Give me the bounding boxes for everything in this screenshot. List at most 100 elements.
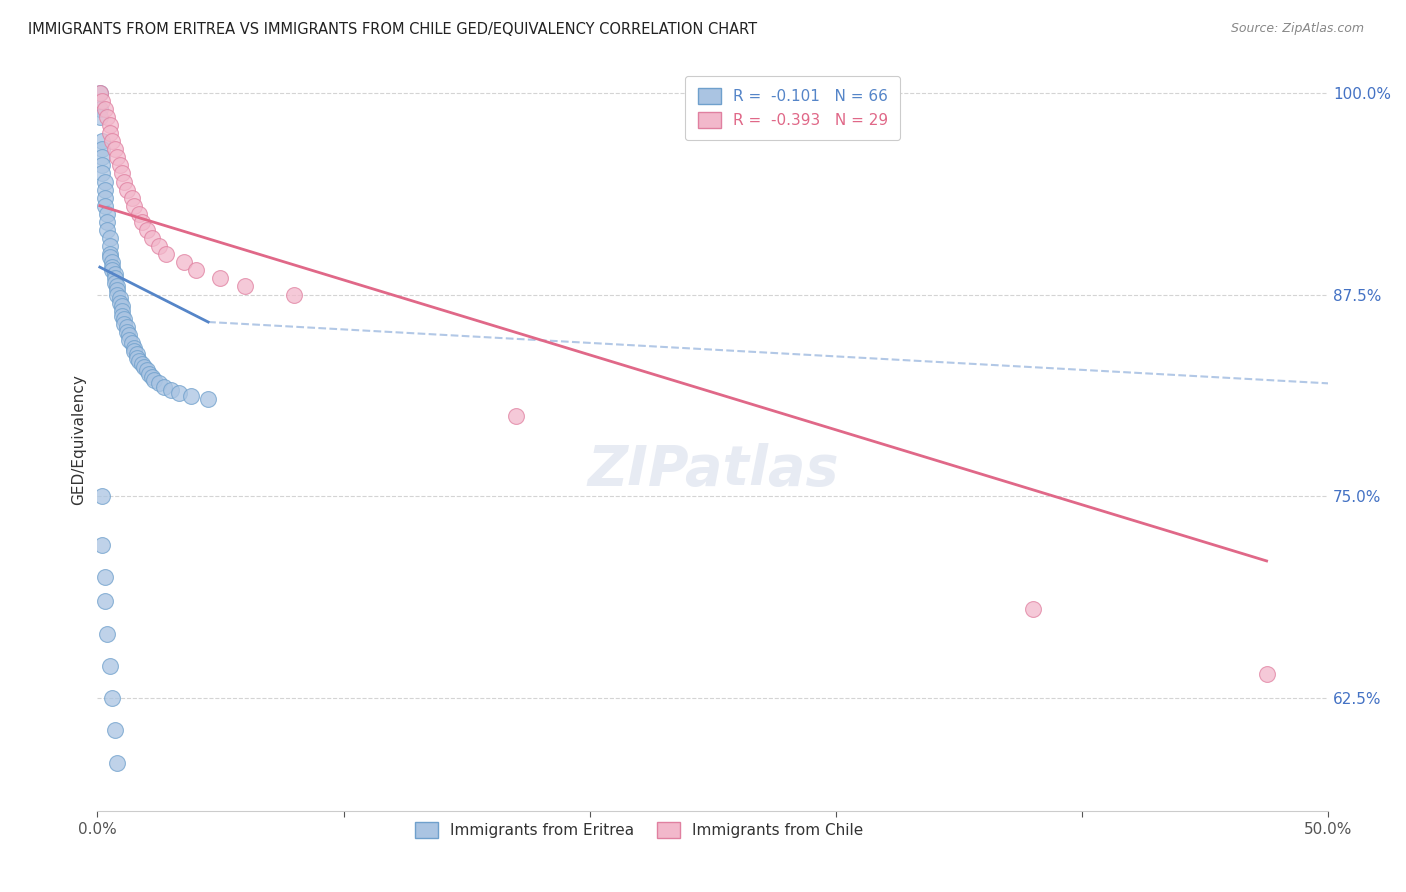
Point (128, 207, 150, 221)
Point (141, 231, 163, 245)
Point (98, 247, 121, 261)
Point (103, 723, 125, 738)
Point (1256, 667, 1278, 681)
Point (105, 279, 128, 293)
Point (184, 263, 207, 277)
Point (89, 102, 111, 116)
Point (91, 166, 114, 180)
Point (197, 392, 219, 407)
Point (121, 336, 143, 351)
Point (167, 386, 190, 401)
Point (115, 325, 138, 339)
Point (91, 94, 114, 108)
Point (98, 659, 121, 673)
Point (91, 150, 114, 164)
Point (143, 373, 166, 387)
Point (96, 626, 118, 640)
Point (103, 142, 125, 156)
Point (89, 110, 111, 124)
Point (283, 287, 305, 301)
Point (111, 299, 134, 313)
Point (101, 134, 124, 148)
Point (153, 379, 176, 393)
Point (96, 215, 118, 229)
Point (101, 260, 124, 274)
Point (124, 341, 146, 355)
Point (101, 691, 124, 706)
Point (141, 370, 163, 384)
Point (112, 175, 135, 189)
Point (135, 223, 157, 237)
Point (135, 363, 157, 377)
Point (98, 239, 121, 253)
Point (118, 327, 141, 342)
Point (505, 409, 527, 423)
Point (93, 183, 115, 197)
Point (98, 251, 121, 265)
Point (98, 118, 121, 132)
Point (91, 489, 114, 503)
Point (180, 389, 202, 403)
Point (98, 126, 121, 140)
Point (91, 538, 114, 552)
Point (112, 317, 135, 331)
Point (103, 271, 125, 285)
Point (125, 347, 148, 361)
Point (93, 594, 115, 608)
Point (105, 150, 128, 164)
Point (93, 570, 115, 584)
Point (128, 353, 150, 368)
Point (173, 255, 195, 269)
Point (105, 756, 128, 770)
Point (111, 303, 134, 318)
Point (118, 333, 141, 347)
Y-axis label: GED/Equivalency: GED/Equivalency (72, 375, 86, 505)
Point (155, 247, 177, 261)
Point (93, 175, 115, 189)
Point (124, 344, 146, 359)
Point (209, 271, 232, 285)
Point (108, 291, 131, 305)
Text: ZIPatlas: ZIPatlas (586, 442, 838, 497)
Point (160, 383, 183, 397)
Point (96, 110, 118, 124)
Point (233, 279, 256, 293)
Point (131, 215, 153, 229)
Point (91, 142, 114, 156)
Point (93, 191, 115, 205)
Point (105, 283, 128, 297)
Point (103, 277, 125, 291)
Point (148, 239, 170, 253)
Text: Source: ZipAtlas.com: Source: ZipAtlas.com (1230, 22, 1364, 36)
Point (125, 351, 148, 365)
Point (103, 267, 125, 281)
Point (108, 295, 131, 310)
Point (101, 263, 124, 277)
Legend: Immigrants from Eritrea, Immigrants from Chile: Immigrants from Eritrea, Immigrants from… (409, 816, 869, 845)
Text: IMMIGRANTS FROM ERITREA VS IMMIGRANTS FROM CHILE GED/EQUIVALENCY CORRELATION CHA: IMMIGRANTS FROM ERITREA VS IMMIGRANTS FR… (28, 22, 758, 37)
Point (115, 183, 138, 197)
Point (93, 199, 115, 213)
Point (96, 223, 118, 237)
Point (111, 166, 134, 180)
Point (98, 231, 121, 245)
Point (89, 86, 111, 100)
Point (131, 357, 153, 371)
Point (148, 376, 170, 391)
Point (124, 199, 146, 213)
Point (105, 287, 128, 301)
Point (134, 360, 156, 375)
Point (121, 191, 143, 205)
Point (89, 86, 111, 100)
Point (112, 311, 135, 326)
Point (115, 319, 138, 334)
Point (101, 255, 124, 269)
Point (93, 102, 115, 116)
Point (91, 134, 114, 148)
Point (91, 158, 114, 172)
Point (111, 309, 134, 323)
Point (138, 367, 160, 381)
Point (1022, 602, 1045, 616)
Point (96, 207, 118, 221)
Point (108, 158, 131, 172)
